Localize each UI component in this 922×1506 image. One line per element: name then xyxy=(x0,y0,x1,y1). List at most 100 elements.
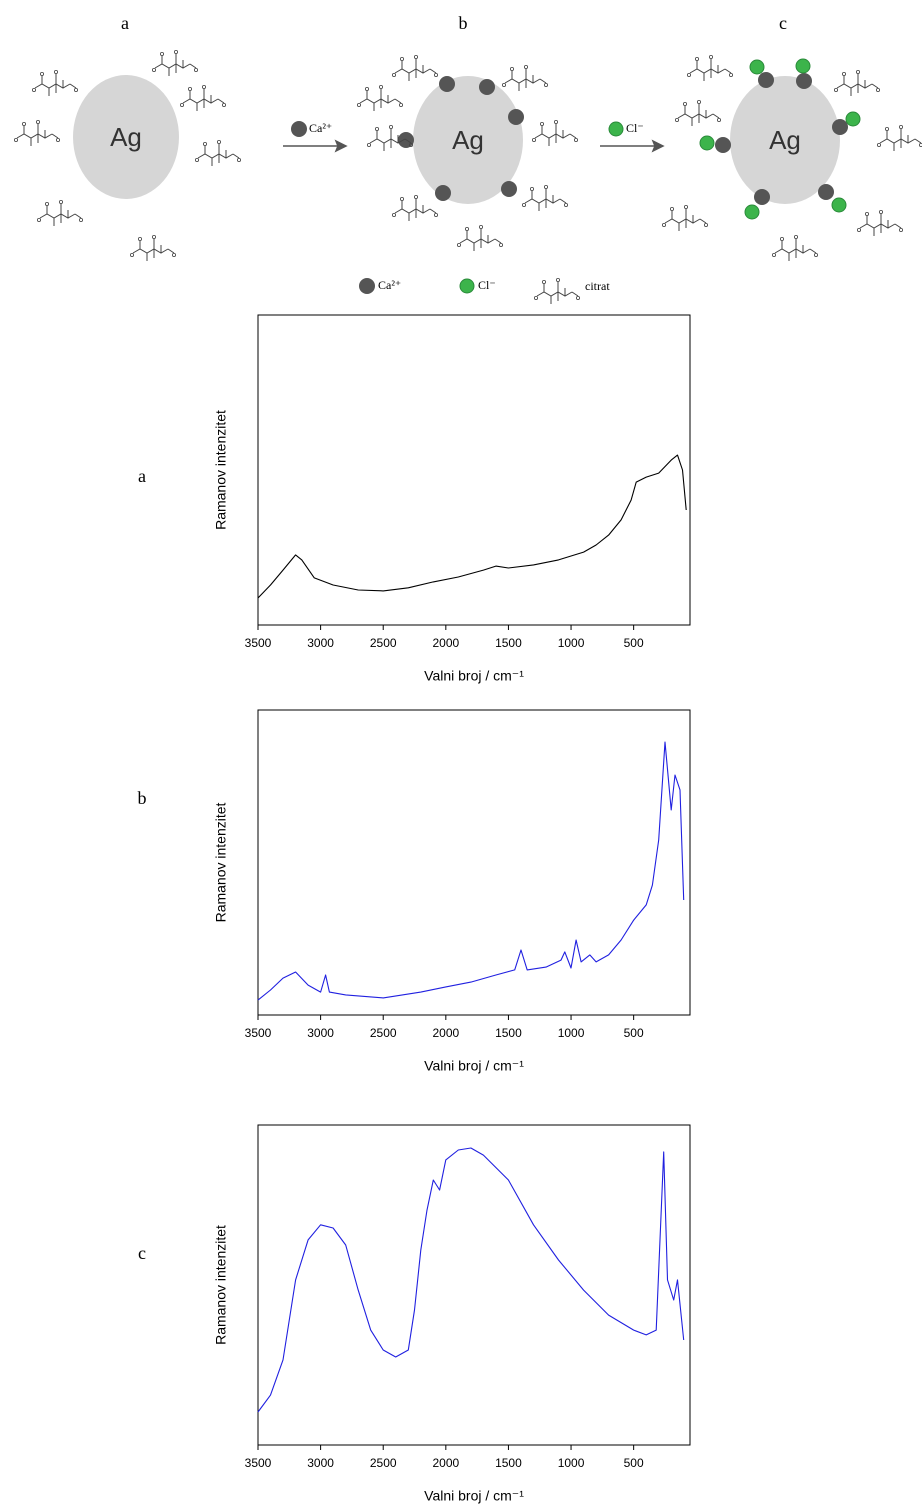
ion xyxy=(832,119,848,135)
ion xyxy=(831,197,847,213)
citrate xyxy=(674,99,722,127)
ion xyxy=(758,72,774,88)
x-tick-label: 3500 xyxy=(245,1456,272,1470)
ion xyxy=(699,135,715,151)
x-tick-label: 1000 xyxy=(558,1026,585,1040)
x-tick-label: 1500 xyxy=(495,1456,522,1470)
y-axis-label: Ramanov intenzitet xyxy=(213,1225,229,1345)
citrate xyxy=(391,194,439,222)
x-tick-label: 3000 xyxy=(307,1026,334,1040)
x-tick-label: 2000 xyxy=(432,636,459,650)
ion xyxy=(744,204,760,220)
y-axis-label: Ramanov intenzitet xyxy=(213,802,229,922)
y-axis-label: Ramanov intenzitet xyxy=(213,410,229,530)
panel-label: b xyxy=(459,13,468,33)
x-tick-label: 1000 xyxy=(558,636,585,650)
citrate xyxy=(661,204,709,232)
x-tick-label: 2000 xyxy=(432,1456,459,1470)
x-tick-label: 3000 xyxy=(307,636,334,650)
legend-label: citrat xyxy=(585,279,610,293)
panel-label: c xyxy=(779,13,787,33)
arrow-head xyxy=(334,139,348,153)
x-axis-label: Valni broj / cm⁻¹ xyxy=(424,1488,524,1504)
citrate xyxy=(533,277,581,305)
ion xyxy=(435,185,451,201)
citrate xyxy=(194,139,242,167)
arrow-label: Ca²⁺ xyxy=(309,121,332,135)
citrate xyxy=(856,209,904,237)
panel-label: a xyxy=(121,13,129,33)
x-tick-label: 2500 xyxy=(370,636,397,650)
x-tick-label: 2500 xyxy=(370,1456,397,1470)
plot-frame xyxy=(257,1124,691,1446)
arrow-label: Cl⁻ xyxy=(626,121,644,135)
x-tick-label: 3500 xyxy=(245,1026,272,1040)
x-tick-label: 2000 xyxy=(432,1026,459,1040)
panel-label: b xyxy=(138,788,147,808)
citrate xyxy=(531,119,579,147)
chart: 3500 3000 2500 2000 1500 1000 500 Valni broj / … xyxy=(138,314,691,684)
plot-frame xyxy=(257,314,691,626)
particle xyxy=(413,76,523,204)
particle xyxy=(73,75,179,199)
ion xyxy=(608,121,624,137)
citrate xyxy=(391,54,439,82)
arrow-head xyxy=(651,139,665,153)
citrate xyxy=(356,84,404,112)
chloride-ions xyxy=(699,58,861,220)
ion xyxy=(291,121,307,137)
diagram: a b c Ag Ag Ag xyxy=(13,13,922,305)
particle-label: Ag xyxy=(769,125,801,155)
citrate xyxy=(771,234,819,262)
panel-label: a xyxy=(138,466,146,486)
ion xyxy=(479,79,495,95)
citrate xyxy=(456,224,504,252)
spectrum-line xyxy=(257,1147,685,1413)
ion xyxy=(795,58,811,74)
particle-label: Ag xyxy=(452,125,484,155)
x-tick-label: 3500 xyxy=(245,636,272,650)
calcium-ions xyxy=(398,72,848,205)
x-tick-label: 500 xyxy=(624,1456,644,1470)
arrows xyxy=(283,139,665,153)
x-axis-label: Valni broj / cm⁻¹ xyxy=(424,668,524,684)
panel-label: c xyxy=(138,1243,146,1263)
ion xyxy=(749,59,765,75)
legend-label: Ca²⁺ xyxy=(378,278,401,292)
legend-label: Cl⁻ xyxy=(478,278,496,292)
chart: 3500 3000 2500 2000 1500 1000 500 Valni broj / … xyxy=(138,1124,691,1504)
ion xyxy=(754,189,770,205)
citrate xyxy=(686,54,734,82)
plot-frame xyxy=(257,709,691,1016)
x-tick-label: 1000 xyxy=(558,1456,585,1470)
citrate xyxy=(13,119,61,147)
x-tick-label: 1500 xyxy=(495,1026,522,1040)
ion xyxy=(715,137,731,153)
ion xyxy=(845,111,861,127)
ion xyxy=(508,109,524,125)
citrate xyxy=(36,199,84,227)
citrate xyxy=(179,84,227,112)
citrate xyxy=(876,124,922,152)
chart: 3500 3000 2500 2000 1500 1000 500 Valni broj / … xyxy=(138,709,691,1074)
particle xyxy=(730,76,840,204)
x-axis-label: Valni broj / cm⁻¹ xyxy=(424,1058,524,1074)
x-tick-label: 500 xyxy=(624,636,644,650)
ion xyxy=(796,73,812,89)
citrate xyxy=(129,234,177,262)
spectrum-line xyxy=(257,741,685,1001)
particle-label: Ag xyxy=(110,122,142,152)
citrate xyxy=(521,184,569,212)
legend-ion xyxy=(459,278,475,294)
citrate xyxy=(31,69,79,97)
legend-ion xyxy=(359,278,375,294)
x-tick-label: 1500 xyxy=(495,636,522,650)
ion xyxy=(501,181,517,197)
x-tick-label: 500 xyxy=(624,1026,644,1040)
spectrum-line xyxy=(257,454,687,599)
ion xyxy=(818,184,834,200)
citrate xyxy=(501,64,549,92)
citrate xyxy=(151,49,199,77)
